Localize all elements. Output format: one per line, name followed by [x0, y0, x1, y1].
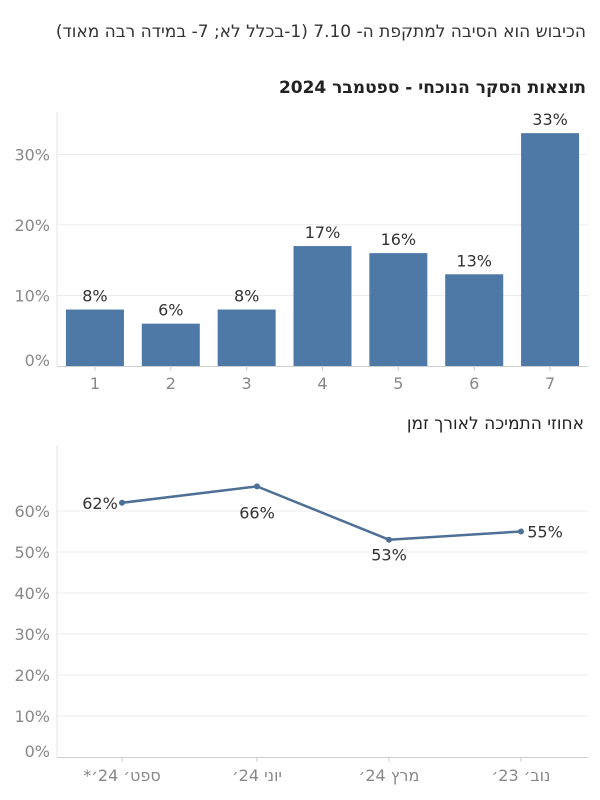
bar — [217, 309, 276, 366]
line-x-tick-label: יוני 24׳ — [232, 766, 282, 785]
bar-value-label: 6% — [158, 301, 183, 320]
line-x-tick-label: מרץ 24׳ — [359, 766, 420, 785]
line-point — [119, 499, 125, 506]
bar-x-tick-label: 2 — [166, 374, 176, 393]
bar-y-tick-label: 0% — [25, 351, 50, 370]
bar — [293, 246, 352, 366]
line-y-tick-label: 30% — [14, 625, 50, 644]
bar-x-tick-label: 5 — [393, 374, 403, 393]
bar-value-label: 8% — [234, 287, 259, 306]
line-point — [254, 483, 260, 490]
bar-x-tick-label: 1 — [90, 374, 100, 393]
line-y-tick-label: 10% — [14, 707, 50, 726]
line-y-tick-label: 60% — [14, 502, 50, 521]
bar-value-label: 17% — [305, 223, 341, 242]
bar-x-tick-label: 4 — [317, 374, 327, 393]
bar-value-label: 16% — [381, 230, 417, 249]
bar-x-tick-label: 6 — [469, 374, 479, 393]
bar-value-label: 8% — [82, 287, 107, 306]
line-point — [386, 536, 392, 543]
bar-value-label: 13% — [456, 251, 492, 270]
bar — [445, 274, 504, 366]
line-y-tick-label: 0% — [25, 742, 50, 761]
line-value-label: 55% — [527, 523, 563, 542]
line-point — [518, 528, 524, 535]
bar-chart-title: תוצאות הסקר הנוכחי - ספטמבר 2024 — [278, 78, 586, 98]
bar — [65, 309, 124, 366]
line-value-label: 66% — [239, 503, 275, 522]
bar-y-tick-label: 10% — [14, 286, 50, 305]
bar-value-label: 33% — [532, 110, 568, 129]
bar-y-tick-label: 30% — [14, 145, 50, 164]
series-line — [121, 485, 522, 541]
survey-question: הכיבוש הוא הסיבה למתקפת ה- 7.10 (1-בכלל … — [55, 22, 586, 42]
line-x-tick-label: נוב׳ 23׳ — [492, 766, 551, 785]
bar-y-tick-label: 20% — [14, 216, 50, 235]
bar — [521, 133, 580, 366]
bar — [369, 253, 428, 366]
line-x-tick-label: ספט׳ 24׳* — [83, 766, 161, 785]
line-y-tick-label: 50% — [14, 543, 50, 562]
bar-chart: 0%10%20%30%8%16%28%317%416%513%633%7 — [14, 110, 588, 393]
line-value-label: 53% — [371, 546, 407, 565]
bar-x-tick-label: 3 — [242, 374, 252, 393]
line-y-tick-label: 40% — [14, 584, 50, 603]
bar-x-tick-label: 7 — [545, 374, 555, 393]
bar — [141, 323, 200, 366]
line-value-label: 62% — [82, 494, 118, 513]
line-y-tick-label: 20% — [14, 666, 50, 685]
line-chart-title: אחוזי התמיכה לאורך זמן — [406, 414, 584, 434]
